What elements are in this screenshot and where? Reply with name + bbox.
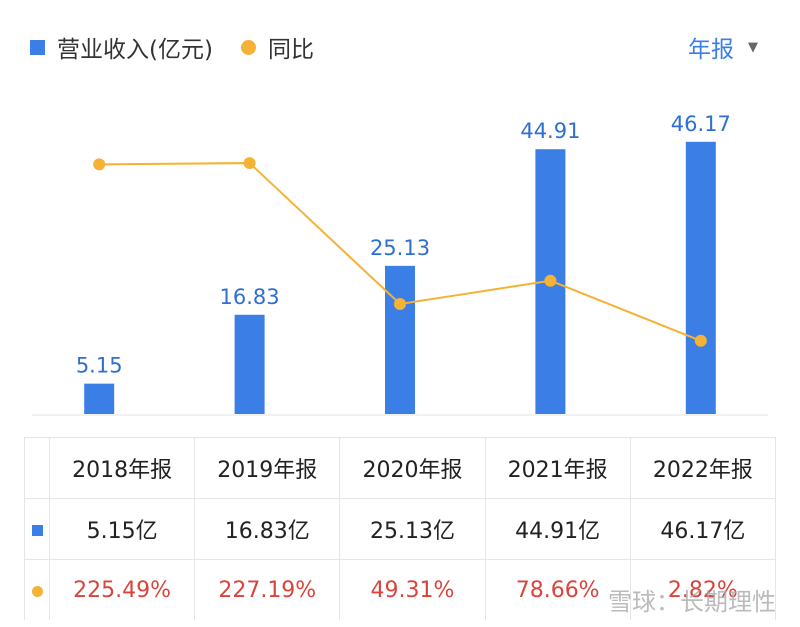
bar-value-label: 16.83	[220, 285, 280, 309]
revenue-row: 5.15亿 16.83亿 25.13亿 44.91亿 46.17亿	[24, 498, 777, 560]
yoy-point	[93, 158, 106, 171]
revenue-cell: 25.13亿	[339, 498, 486, 560]
yoy-point	[243, 157, 256, 170]
table-header: 2022年报	[629, 437, 777, 499]
table-header: 2020年报	[339, 437, 486, 499]
yoy-point	[694, 334, 707, 347]
dot-marker-icon	[31, 585, 43, 597]
yoy-row: 225.49% 227.19% 49.31% 78.66% 2.82%	[24, 559, 777, 620]
revenue-legend-label: 营业收入(亿元)	[57, 37, 213, 63]
table-corner-cell	[24, 437, 50, 499]
table-header: 2019年报	[194, 437, 341, 499]
revenue-legend-swatch	[30, 39, 45, 55]
yoy-legend-swatch	[240, 39, 256, 55]
revenue-cell: 46.17亿	[629, 498, 777, 560]
revenue-bar	[234, 314, 265, 414]
bar-value-label: 5.15	[76, 354, 123, 378]
yoy-cell: 227.19%	[194, 559, 341, 620]
bar-value-label: 25.13	[370, 236, 430, 260]
chart-legend: 营业收入(亿元) 同比	[30, 30, 314, 64]
data-table: 2018年报 2019年报 2020年报 2021年报 2022年报 5.15亿…	[24, 437, 777, 620]
bar-value-label: 46.17	[671, 112, 731, 136]
period-selector[interactable]: 年报 ▼	[688, 30, 758, 64]
table-header: 2018年报	[48, 437, 196, 499]
revenue-chart: 5.15 16.83 25.13 44.91 46.17	[32, 112, 768, 416]
revenue-cell: 5.15亿	[48, 498, 196, 560]
yoy-cell: 78.66%	[484, 559, 631, 620]
revenue-cell: 16.83亿	[194, 498, 341, 560]
table-header: 2021年报	[484, 437, 631, 499]
bar-value-label: 44.91	[520, 119, 580, 143]
revenue-bar	[385, 265, 415, 414]
watermark: 雪球：长期理性	[608, 588, 776, 616]
caret-down-icon: ▼	[748, 39, 758, 55]
yoy-row-marker	[24, 559, 50, 620]
yoy-point	[544, 274, 557, 287]
yoy-cell: 225.49%	[48, 559, 196, 620]
table-header-row: 2018年报 2019年报 2020年报 2021年报 2022年报	[24, 437, 777, 499]
square-marker-icon	[31, 524, 43, 536]
yoy-point	[394, 297, 406, 310]
revenue-cell: 44.91亿	[484, 498, 631, 560]
yoy-cell: 49.31%	[339, 559, 486, 620]
revenue-bar	[84, 383, 115, 414]
yoy-legend-label: 同比	[267, 37, 314, 63]
yoy-cell: 2.82%	[629, 559, 777, 620]
revenue-row-marker	[24, 498, 50, 560]
period-label: 年报	[688, 37, 734, 63]
revenue-bar	[685, 141, 716, 414]
